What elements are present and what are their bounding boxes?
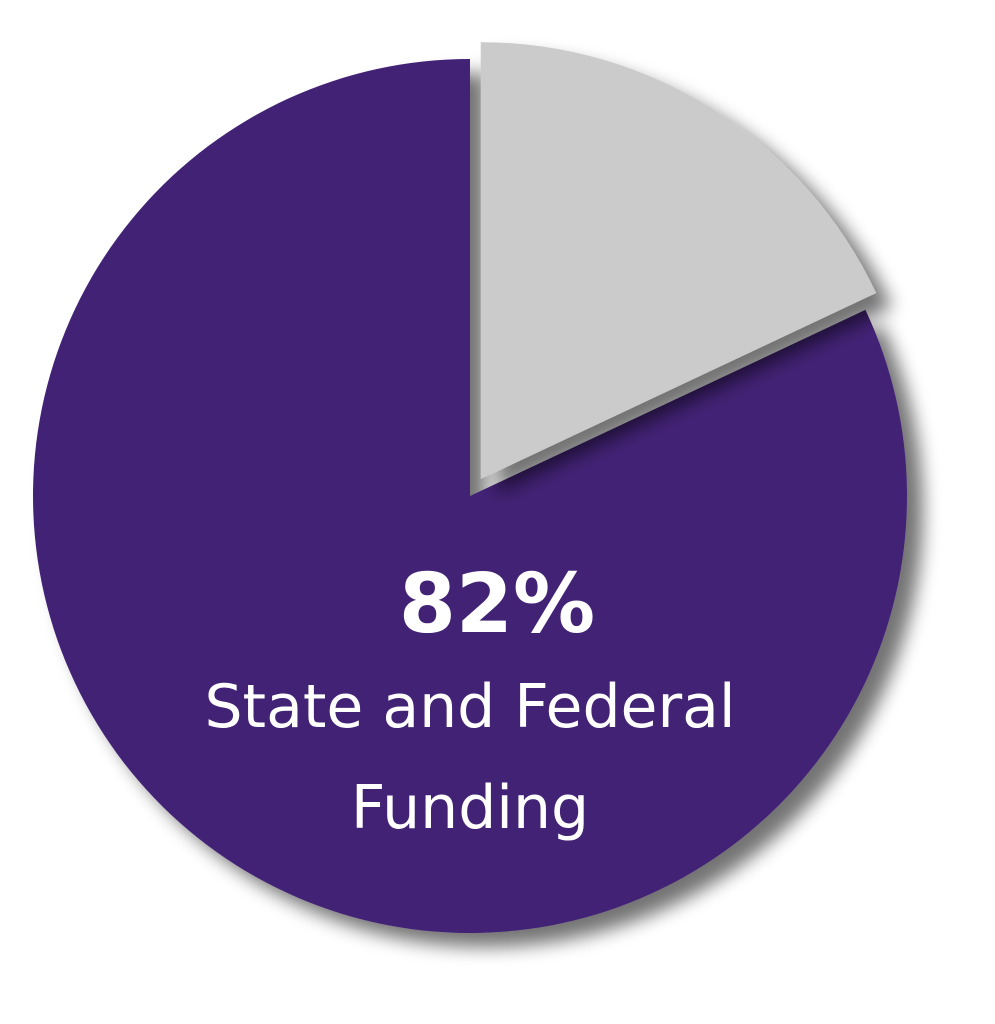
slice-name-label-line-2: Funding [351,773,589,843]
pie-slice-2 [480,42,877,480]
pie-slices [33,42,908,933]
slice-name-label-line-1: State and Federal [204,672,735,742]
slice-value-label: 82% [399,557,595,652]
pie-slice-1 [33,59,908,933]
pie-labels: 82% State and Federal Funding [204,557,735,843]
